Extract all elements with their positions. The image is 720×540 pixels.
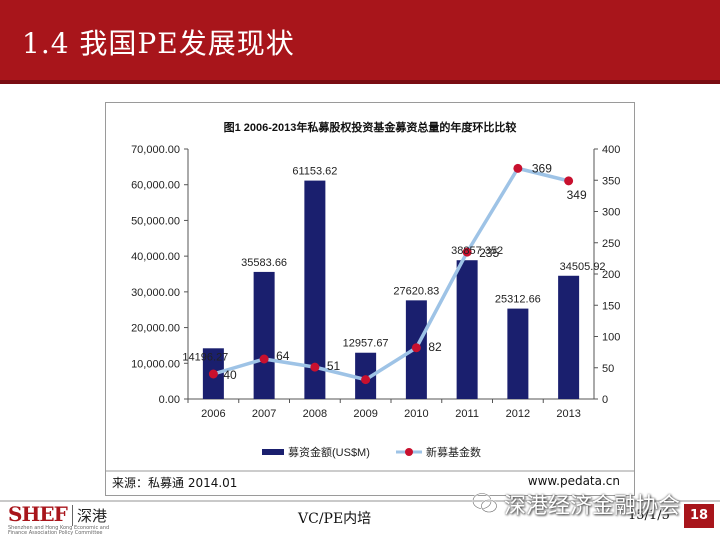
bar-data-label: 35583.66 [241, 257, 287, 269]
line-point [361, 375, 371, 385]
x-axis-tick-label: 2010 [404, 408, 428, 420]
wechat-icon [472, 492, 498, 513]
slide-header: 1.4 我国PE发展现状 [0, 0, 720, 84]
line-point [208, 369, 218, 379]
line-data-label: 64 [276, 349, 290, 363]
line-point [462, 247, 472, 257]
combo-chart: 图1 2006-2013年私募股权投资基金募资总量的年度环比比较 0.00 10,0… [106, 120, 634, 472]
chart-panel: 图1 2006-2013年私募股权投资基金募资总量的年度环比比较 0.00 10,0… [105, 102, 635, 496]
bar [507, 308, 529, 399]
chart-title: 图1 2006-2013年私募股权投资基金募资总量的年度环比比较 [224, 120, 517, 134]
left-axis-tick-label: 10,000.00 [131, 358, 180, 370]
line-point [513, 163, 523, 173]
logo-mark: SHEF [8, 502, 68, 526]
watermark-text: 深港经济金融协会 [504, 494, 681, 519]
line-data-label: 51 [327, 359, 341, 373]
bar-data-label: 61153.62 [292, 166, 337, 178]
bar-data-label: 25312.66 [495, 294, 541, 306]
left-axis-tick-label: 40,000.00 [131, 251, 180, 263]
bar-data-label: 12957.67 [343, 338, 389, 350]
bar-data-label: 14196.27 [182, 351, 228, 363]
left-axis-tick-label: 30,000.00 [131, 287, 180, 299]
left-axis-tick-label: 70,000.00 [131, 144, 180, 156]
x-axis-tick-label: 2007 [252, 408, 276, 420]
bar-data-label: 27620.83 [393, 285, 439, 297]
source-note: 来源：私募通 2014.01 [112, 476, 238, 490]
bar [456, 260, 478, 399]
left-axis-tick-label: 20,000.00 [131, 323, 180, 335]
x-axis-tick-label: 2013 [556, 408, 580, 420]
x-axis-tick-label: 2008 [303, 408, 327, 420]
logo-chinese-name: 深港 [72, 505, 107, 526]
x-axis-tick-label: 2009 [353, 408, 377, 420]
line-point [564, 176, 574, 186]
right-axis-tick-label: 300 [602, 207, 620, 219]
footer-divider [0, 500, 720, 502]
source-website: www.pedata.cn [527, 474, 620, 488]
line-point [310, 362, 320, 372]
right-axis-tick-label: 250 [602, 238, 620, 250]
line-series-path [212, 166, 570, 382]
left-axis-tick-label: 50,000.00 [131, 215, 180, 227]
line-point [411, 343, 421, 353]
x-axis-tick-label: 2006 [201, 408, 225, 420]
footer-date: 15/1/5 [628, 508, 670, 523]
legend-label-line: 新募基金数 [426, 445, 481, 459]
line-point [259, 354, 269, 364]
legend-label-bar: 募资金额(US$M) [288, 445, 370, 459]
bar [558, 275, 580, 399]
bar [253, 271, 275, 399]
line-data-label: 82 [428, 340, 442, 354]
right-axis-tick-label: 0 [602, 394, 608, 406]
x-axis-tick-label: 2012 [506, 408, 530, 420]
logo-subtitle: Shenzhen and Hong Kong Economic and Fina… [8, 525, 110, 536]
line-data-label: 369 [532, 161, 552, 175]
legend-swatch-bar [262, 449, 284, 455]
x-axis-tick-label: 2011 [455, 408, 479, 420]
footer-course-name: VC/PE内培 [298, 511, 372, 527]
right-axis-tick-label: 50 [602, 363, 614, 375]
wechat-watermark: 深港经济金融协会 [472, 488, 720, 519]
right-axis-tick-label: 400 [602, 144, 620, 156]
bar [304, 180, 326, 399]
bar-data-label: 38857.352 [451, 245, 503, 257]
line-data-label: 40 [223, 368, 237, 382]
shef-logo: SHEF 深港 Shenzhen and Hong Kong Economic … [8, 502, 128, 536]
line-data-label: 235 [479, 246, 499, 260]
page-number-badge: 18 [684, 504, 714, 528]
left-axis-tick-label: 0.00 [159, 394, 180, 406]
right-axis-tick-label: 150 [602, 300, 620, 312]
left-axis-tick-label: 60,000.00 [131, 180, 180, 192]
legend-swatch-marker [405, 448, 413, 456]
right-axis-tick-label: 350 [602, 175, 620, 187]
right-axis-tick-label: 200 [602, 269, 620, 281]
bar-data-label: 34505.92 [560, 261, 606, 273]
line-data-label: 349 [567, 188, 587, 202]
right-axis-tick-label: 100 [602, 332, 620, 344]
slide-title: 1.4 我国PE发展现状 [22, 27, 295, 60]
